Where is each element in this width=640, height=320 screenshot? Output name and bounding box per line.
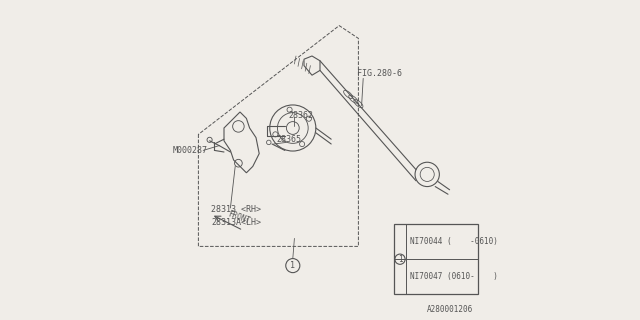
Text: M000287: M000287 bbox=[173, 146, 208, 155]
Text: 28313 <RH>: 28313 <RH> bbox=[211, 205, 261, 214]
Text: 28365: 28365 bbox=[277, 135, 302, 144]
Text: FIG.280-6: FIG.280-6 bbox=[357, 69, 402, 78]
Text: NI70047 (0610-    ): NI70047 (0610- ) bbox=[410, 272, 497, 281]
Text: 28313A<LH>: 28313A<LH> bbox=[211, 218, 261, 227]
Text: 1: 1 bbox=[291, 261, 295, 270]
Text: 1: 1 bbox=[397, 255, 403, 264]
Text: 28362: 28362 bbox=[288, 111, 313, 120]
Bar bbox=[394, 224, 479, 294]
Text: A280001206: A280001206 bbox=[428, 305, 474, 314]
Text: NI70044 (    -0610): NI70044 ( -0610) bbox=[410, 237, 497, 246]
Text: FRONT: FRONT bbox=[226, 209, 251, 226]
